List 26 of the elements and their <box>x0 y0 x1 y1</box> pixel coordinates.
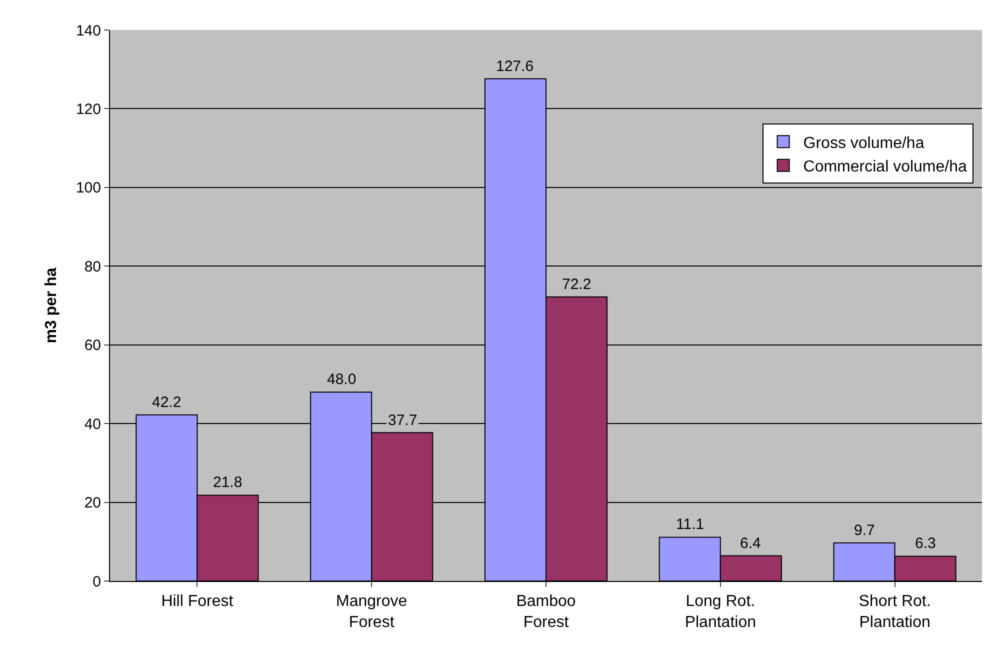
data-label: 21.8 <box>213 474 242 491</box>
data-label: 37.7 <box>388 412 418 429</box>
data-label: 11.1 <box>676 516 704 533</box>
data-label: 48.0 <box>327 371 356 388</box>
y-axis-title: m3 per ha <box>42 268 60 344</box>
y-tick-label: 80 <box>84 258 101 276</box>
y-tick-label: 60 <box>84 337 101 354</box>
y-tick-label: 100 <box>76 180 101 197</box>
data-label: 72.2 <box>562 276 592 293</box>
y-tick-label: 40 <box>84 416 101 433</box>
data-label: 6.3 <box>915 535 936 552</box>
legend-label: Commercial volume/ha <box>803 158 967 176</box>
x-tick-label: Long Rot. Plantation <box>684 593 756 631</box>
x-tick-label: Short Rot. Plantation <box>858 593 931 631</box>
y-tick-label: 120 <box>76 100 101 118</box>
data-label: 127.6 <box>496 58 534 75</box>
x-tick-label: Mangrove Forest <box>336 593 408 631</box>
data-label: 9.7 <box>854 522 875 539</box>
x-tick-label: Hill Forest <box>161 593 234 610</box>
y-tick-label: 140 <box>76 22 101 40</box>
y-tick-label: 0 <box>92 573 101 590</box>
legend-label: Gross volume/ha <box>803 134 924 152</box>
data-label: 6.4 <box>740 535 761 552</box>
y-tick-label: 20 <box>84 494 101 512</box>
data-label: 42.2 <box>152 394 182 411</box>
x-tick-label: Bamboo Forest <box>516 593 576 631</box>
